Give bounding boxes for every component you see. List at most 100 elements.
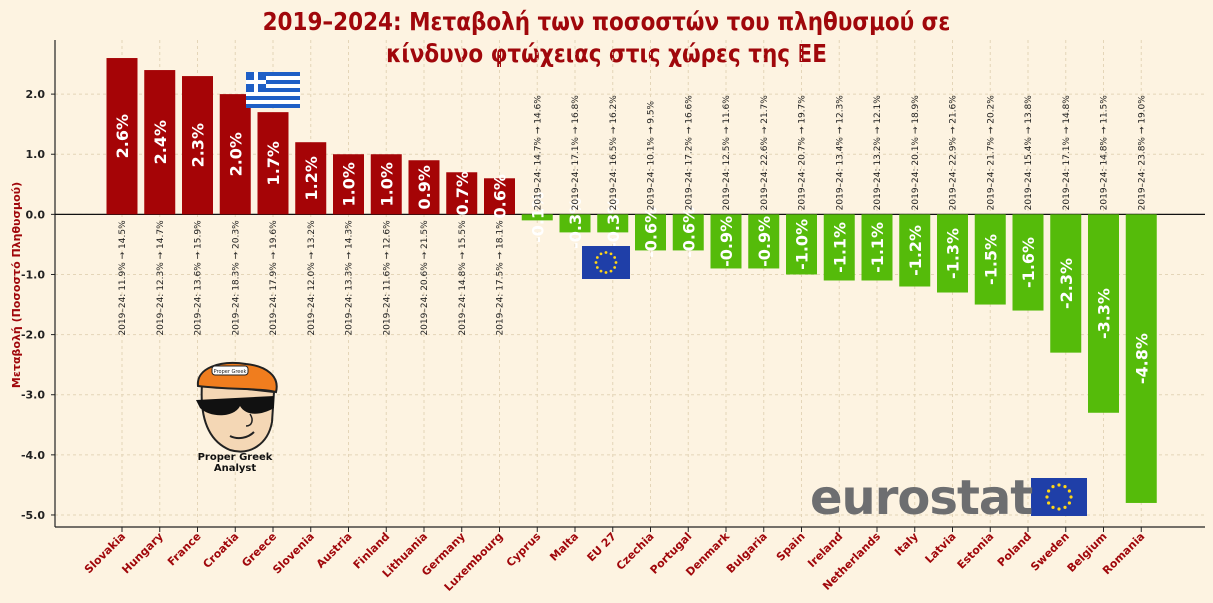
bar-value-label: -1.3% — [944, 228, 963, 279]
bar — [144, 70, 176, 215]
bar — [106, 58, 138, 215]
x-tick-label: Bulgaria — [724, 530, 770, 576]
x-tick-label: Latvia — [923, 530, 959, 566]
chart-title-line-1: 2019–2024: Μεταβολή των ποσοστών του πλη… — [262, 7, 951, 36]
bar-annotation: 2019–24: 12.0% → 13.2% — [307, 220, 317, 336]
bar — [786, 214, 817, 275]
bar-annotation: 2019–24: 16.5% → 16.2% — [609, 95, 619, 211]
eu-star — [604, 271, 608, 274]
bar — [1088, 214, 1119, 413]
bars-layer — [106, 58, 1157, 503]
bar-annotation: 2019–24: 20.1% → 18.9% — [911, 95, 921, 211]
bar-annotation: 2019–24: 14.8% → 11.5% — [1100, 95, 1110, 211]
bar-value-label: 2.6% — [113, 114, 132, 158]
eu-star — [1051, 505, 1055, 509]
bar-value-label: -0.6% — [642, 207, 661, 258]
bar — [370, 154, 402, 215]
labels-layer: 2.6% 2019–24: 11.9% → 14.5% 2.4% 2019–24: 1… — [113, 95, 1151, 384]
bar-value-label: -3.3% — [1095, 288, 1114, 339]
y-tick-label: 1.0 — [26, 148, 46, 161]
bar-value-label: -4.8% — [1132, 333, 1151, 384]
eu-star — [1047, 501, 1051, 505]
bar — [899, 214, 931, 287]
bar-value-label: -0.9% — [717, 216, 736, 267]
eu-star — [613, 256, 617, 259]
eu-star — [604, 251, 608, 254]
y-tick-label: -3.0 — [21, 389, 45, 402]
bar-annotation: 2019–24: 17.2% → 16.6% — [684, 95, 694, 211]
bar-value-label: -2.3% — [1057, 258, 1076, 309]
bar-value-label: 1.0% — [340, 162, 359, 206]
bar — [672, 214, 704, 251]
y-tick-label: -4.0 — [21, 449, 45, 462]
eu-star — [599, 252, 603, 256]
bar-annotation: 2019–24: 12.5% → 11.6% — [722, 95, 732, 211]
bar-annotation: 2019–24: 11.9% → 14.5% — [118, 220, 128, 336]
y-axis-label: Μεταβολή (Ποσοστό Πληθυσμού) — [10, 182, 23, 388]
bar — [219, 94, 251, 215]
bar-value-label: -1.1% — [830, 222, 849, 273]
bar-annotation: 2019–24: 14.7% → 14.6% — [533, 95, 543, 211]
bar — [182, 76, 213, 215]
eu-star — [1045, 495, 1049, 499]
eurostat-wordmark: eurostat — [810, 470, 1033, 526]
bar-value-label: 2.3% — [189, 123, 208, 167]
x-tick-label: Italy — [892, 530, 921, 559]
eu-star — [1067, 501, 1071, 505]
y-tick-label: -5.0 — [21, 509, 45, 522]
bar-annotation: 2019–24: 13.6% → 15.9% — [194, 220, 204, 336]
eu-star — [1063, 505, 1067, 509]
y-tick-label: -2.0 — [21, 329, 45, 342]
bar-annotation: 2019–24: 20.6% → 21.5% — [420, 220, 430, 336]
x-tick-label: Slovenia — [270, 530, 317, 577]
chart-title-line-2: κίνδυνο φτώχειας στις χώρες της ΕΕ — [386, 39, 827, 68]
bar-value-label: 2.4% — [151, 120, 170, 164]
bar-annotation: 2019–24: 11.6% → 12.6% — [382, 220, 392, 336]
eu-star — [599, 269, 603, 273]
bar-value-label: -0.9% — [755, 216, 774, 267]
bar — [333, 154, 364, 215]
eu-star — [1057, 483, 1061, 487]
bar — [408, 160, 440, 215]
y-tick-label: 2.0 — [26, 88, 46, 101]
logo-badge-text: Proper Greek — [214, 369, 247, 375]
bar-annotation: 2019–24: 22.9% → 21.6% — [949, 95, 959, 211]
x-tick-label: France — [165, 530, 204, 569]
x-tick-label: Spain — [774, 530, 808, 564]
bar-value-label: -0.3% — [566, 198, 585, 249]
bar — [295, 142, 327, 215]
eu-star — [609, 252, 613, 256]
bar — [710, 214, 742, 269]
bar-value-label: 1.0% — [377, 162, 396, 206]
eu-star — [613, 266, 617, 269]
bar-annotation: 2019–24: 12.3% → 14.7% — [156, 220, 166, 336]
bar-annotation: 2019–24: 20.7% → 19.7% — [798, 95, 808, 211]
eu-star — [614, 261, 618, 264]
bar — [974, 214, 1006, 305]
bar-annotation: 2019–24: 17.1% → 14.8% — [1062, 95, 1072, 211]
bar-value-label: -1.1% — [868, 222, 887, 273]
y-tick-label: 0.0 — [26, 208, 46, 221]
bar-value-label: -1.5% — [981, 234, 1000, 285]
bar-value-label: -1.2% — [906, 225, 925, 276]
bar-annotation: 2019–24: 13.3% → 14.3% — [345, 220, 355, 336]
chart-title: 2019–2024: Μεταβολή των ποσοστών του πλη… — [0, 6, 1213, 70]
eu-star — [1063, 485, 1067, 489]
bar-value-label: -1.0% — [793, 219, 812, 270]
bar-value-label: -0.3% — [604, 198, 623, 249]
eu-star — [595, 266, 599, 269]
eurostat-eu-flag-icon — [1031, 478, 1087, 516]
bar — [1125, 214, 1157, 503]
eu-star — [1057, 507, 1061, 511]
x-tick-label: Malta — [547, 530, 581, 564]
bar-annotation: 2019–24: 21.7% → 20.2% — [986, 95, 996, 211]
bar-value-label: 0.6% — [491, 174, 510, 218]
bar — [1050, 214, 1082, 353]
bar-annotation: 2019–24: 15.4% → 13.8% — [1024, 95, 1034, 211]
x-tick-label: Estonia — [955, 530, 997, 572]
x-tick-label: Hungary — [119, 530, 166, 577]
bar — [937, 214, 968, 293]
bar-annotation: 2019–24: 18.3% → 20.3% — [231, 220, 241, 336]
bar — [1012, 214, 1044, 311]
